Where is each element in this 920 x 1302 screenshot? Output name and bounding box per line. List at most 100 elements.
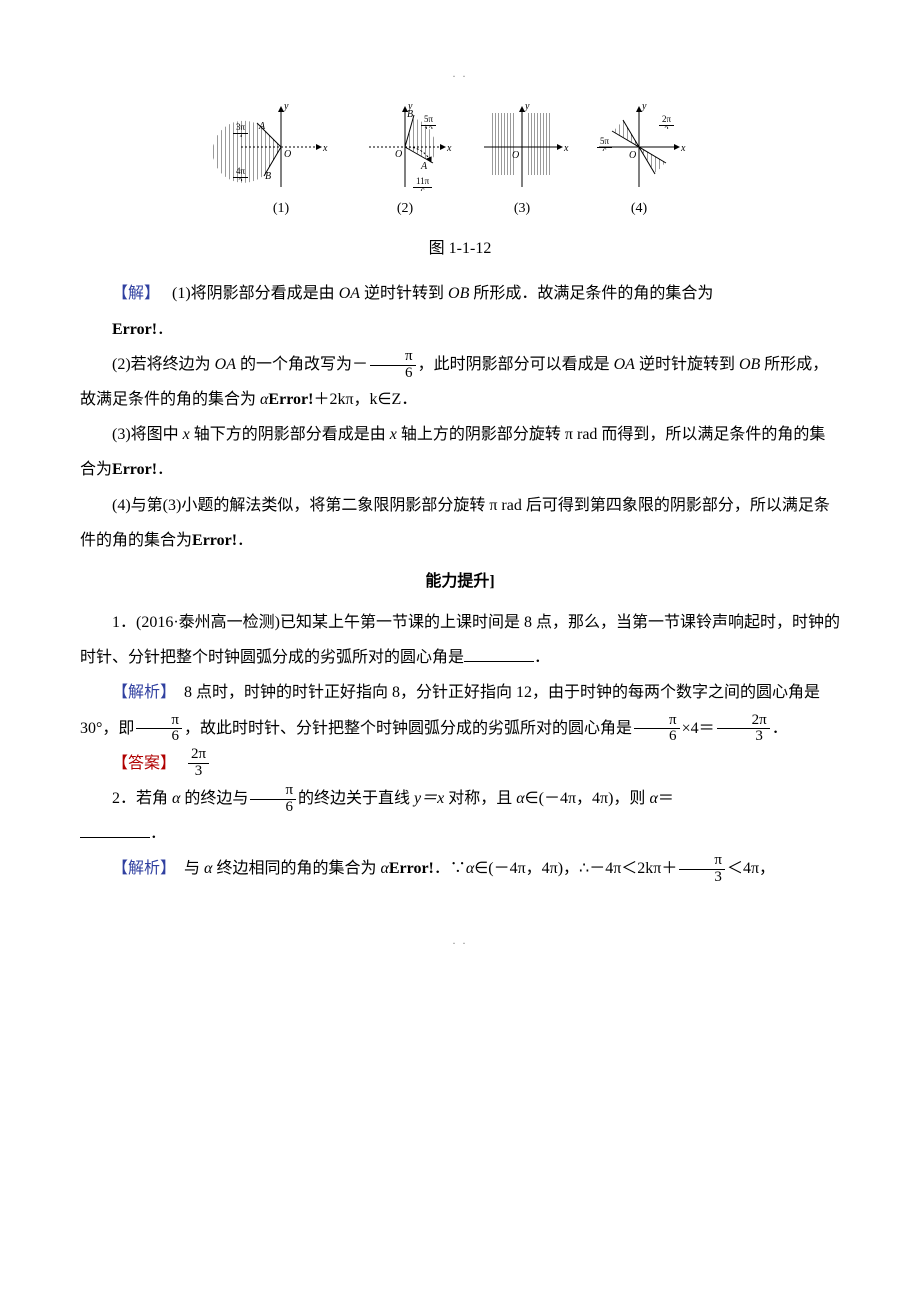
svg-text:y: y [283, 101, 289, 112]
p3d: ． [157, 461, 173, 478]
q2-an-c: ．∵ [434, 860, 466, 877]
q2-an-b: 终边相同的角的集合为 [212, 860, 380, 877]
q2-fd: 6 [250, 800, 296, 816]
svg-text:x: x [680, 143, 686, 154]
subplot-1-svg: x y O A B 3π4 4π3 [231, 102, 331, 192]
svg-text:B: B [265, 171, 271, 182]
q1-an-d: ． [772, 720, 788, 737]
q2-text: 2．若角 α 的终边与π6的终边关于直线 y＝x 对称，且 α∈(－4π，4π)… [80, 781, 840, 816]
p1b: 逆时针转到 [360, 285, 448, 302]
q1-text: 1．(2016·泰州高一检测)已知某上午第一节课的上课时间是 8 点，那么，当第… [80, 605, 840, 675]
p2a: (2)若将终边为 [112, 356, 215, 373]
para-2: (2)若将终边为 OA 的一个角改写为－π6，此时阴影部分可以看成是 OA 逆时… [80, 347, 840, 417]
p1-oa: OA [339, 285, 360, 302]
svg-text:O: O [629, 150, 636, 161]
q1-analyze: 【解析】 8 点时，时钟的时针正好指向 8，分针正好指向 12，由于时钟的每两个… [80, 675, 840, 745]
subplot-3-svg: x y O [479, 102, 565, 192]
subplot-1: x y O A B 3π4 4π3 (1) [231, 102, 331, 225]
svg-text:B: B [407, 109, 413, 120]
q1-b: ． [534, 649, 550, 666]
q2-an-a: 与 [184, 860, 204, 877]
svg-text:x: x [446, 143, 452, 154]
q1-analyze-label: 【解析】 [112, 684, 176, 701]
p3-x1: x [183, 426, 190, 443]
subplot-2-svg: x y O B A 5π12 11π6 [355, 102, 455, 192]
p2b: 的一个角改写为－ [236, 356, 368, 373]
q2-anfn: π [679, 853, 725, 870]
p1-ob: OB [448, 285, 469, 302]
solve-label: 【解】 [112, 285, 160, 302]
svg-text:y: y [524, 101, 530, 112]
p3b: 轴下方的阴影部分看成是由 [190, 426, 390, 443]
q1-ad: 3 [188, 764, 209, 780]
q1-a: 1．(2016·泰州高一检测)已知某上午第一节课的上课时间是 8 点，那么，当第… [80, 614, 840, 666]
subplot-3: x y O (3) [479, 102, 565, 225]
svg-text:O: O [395, 149, 402, 160]
q2-fn: π [250, 783, 296, 800]
q2-a: 2．若角 [112, 790, 172, 807]
q2-err: Error! [389, 860, 434, 877]
q1-f2n: π [634, 713, 680, 730]
svg-text:A: A [258, 121, 266, 132]
p1c: 所形成．故满足条件的角的集合为 [469, 285, 713, 302]
p1a: (1)将阴影部分看成是由 [172, 285, 339, 302]
q1-frac3: 2π3 [717, 713, 770, 746]
q2-b: 的终边与 [180, 790, 248, 807]
err4: Error! [192, 532, 237, 549]
subplot-2: x y O B A 5π12 11π6 (2) [355, 102, 455, 225]
p3a: (3)将图中 [112, 426, 183, 443]
q1-f2d: 6 [634, 729, 680, 745]
q1-frac2: π6 [634, 713, 680, 746]
q2-e: ∈(－4π，4π)，则 [525, 790, 650, 807]
q2-alpha3: α [649, 790, 657, 807]
p2-plus: ＋2kπ，k∈Z． [313, 391, 417, 408]
q1-f1n: π [136, 713, 182, 730]
p3-x2: x [390, 426, 397, 443]
err1-dot: ． [157, 321, 173, 338]
p2-frac-den: 6 [370, 366, 416, 382]
q2-blank [80, 828, 150, 839]
subplot-2-label: (2) [397, 194, 413, 225]
p2c: ，此时阴影部分可以看成是 [418, 356, 614, 373]
err2: Error! [268, 391, 313, 408]
p2-oa2: OA [614, 356, 635, 373]
figure-row: x y O A B 3π4 4π3 (1) x y O B A 5π12 11π… [80, 102, 840, 225]
p2-frac: π6 [370, 349, 416, 382]
section-title: 能力提升] [80, 564, 840, 599]
q2-blankline: ． [80, 816, 840, 851]
top-dots: . . [80, 60, 840, 86]
q2-yx: y＝x [414, 790, 444, 807]
para-4: (4)与第(3)小题的解法类似，将第二象限阴影部分旋转 π rad 后可得到第四… [80, 488, 840, 558]
q2-an-e: ＜4π， [727, 860, 775, 877]
q2-an-frac: π3 [679, 853, 725, 886]
subplot-3-label: (3) [514, 194, 530, 225]
figure-caption: 图 1-1-12 [80, 231, 840, 266]
q2-alpha2: α [516, 790, 524, 807]
para-solve-1: 【解】 (1)将阴影部分看成是由 OA 逆时针转到 OB 所形成．故满足条件的角… [80, 276, 840, 311]
q2-an-d: ∈(－4π，4π)，∴－4π＜2kπ＋ [474, 860, 677, 877]
err1: Error! [112, 321, 157, 338]
q1-f3d: 3 [717, 729, 770, 745]
svg-text:y: y [641, 101, 647, 112]
q1-an: 2π [188, 747, 209, 764]
p2-ob: OB [739, 356, 760, 373]
svg-text:O: O [284, 149, 291, 160]
p2-oa: OA [215, 356, 236, 373]
subplot-4-label: (4) [631, 194, 647, 225]
q2-frac: π6 [250, 783, 296, 816]
q2-g: ． [150, 825, 166, 842]
p2-frac-num: π [370, 349, 416, 366]
q1-answer-label: 【答案】 [112, 746, 176, 781]
para-3: (3)将图中 x 轴下方的阴影部分看成是由 x 轴上方的阴影部分旋转 π rad… [80, 417, 840, 487]
q2-anfd: 3 [679, 870, 725, 886]
q1-an-b: ，故此时时针、分针把整个时钟圆弧分成的劣弧所对的圆心角是 [184, 720, 632, 737]
q1-an-c: ×4＝ [682, 720, 715, 737]
subplot-4-svg: x y O 2π3 5π6 [589, 102, 689, 192]
q1-f1d: 6 [136, 729, 182, 745]
p4b: ． [237, 532, 253, 549]
q1-blank [464, 652, 534, 663]
q2-f: ＝ [658, 790, 674, 807]
q1-frac1: π6 [136, 713, 182, 746]
q1-answer: 【答案】 2π3 [112, 746, 840, 781]
svg-text:x: x [322, 143, 328, 154]
